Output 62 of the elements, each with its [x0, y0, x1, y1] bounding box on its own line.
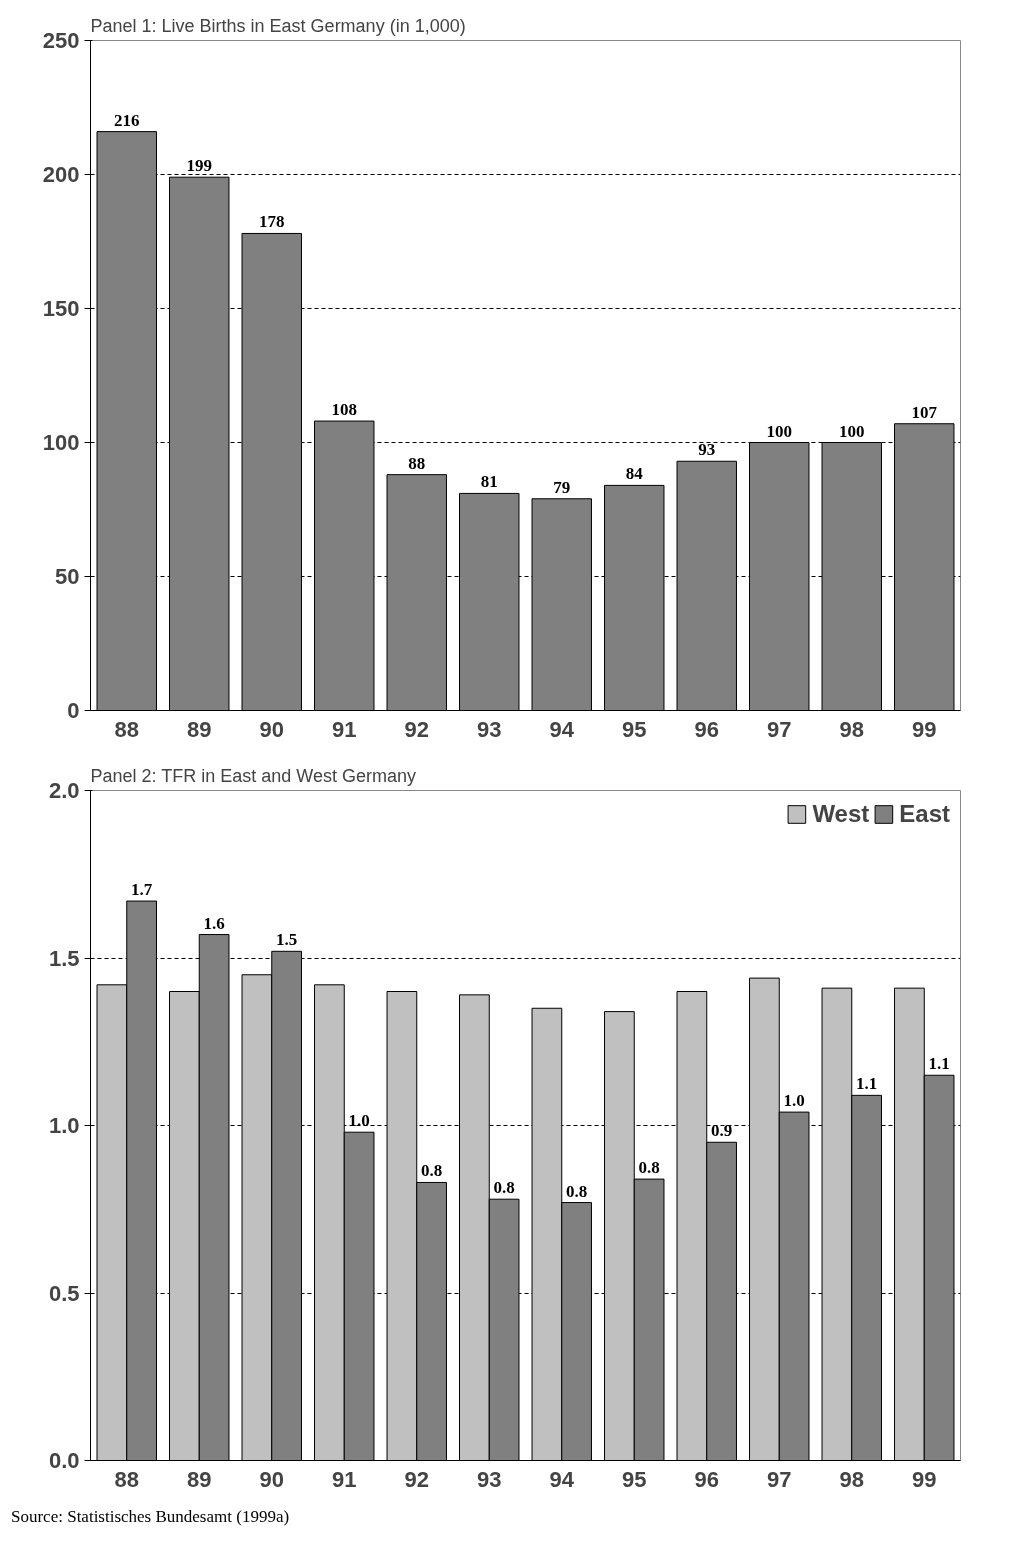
x-tick-label: 91	[332, 716, 357, 742]
data-label: 1.6	[203, 913, 225, 933]
y-tick-label: 1.5	[48, 945, 80, 971]
y-tick-label: 2.0	[48, 778, 80, 803]
data-label: 1.1	[928, 1054, 950, 1074]
y-tick-label: 250	[42, 28, 80, 53]
data-label: 93	[698, 440, 716, 460]
x-tick-label: 96	[694, 716, 719, 742]
legend-label: West	[812, 800, 870, 828]
x-tick-label: 88	[114, 716, 139, 742]
y-tick-label: 150	[42, 296, 80, 321]
legend-label: East	[899, 800, 950, 828]
data-label: 1.1	[855, 1074, 878, 1094]
data-label: 100	[766, 421, 792, 441]
x-tick-label: 97	[767, 1466, 792, 1492]
data-label: 88	[408, 453, 426, 473]
data-label: 100	[839, 421, 865, 441]
x-tick-label: 91	[332, 1466, 357, 1492]
data-label: 0.8	[565, 1181, 588, 1201]
data-label: 216	[114, 110, 140, 130]
data-label: 108	[331, 400, 357, 420]
source-note: Source: Statistisches Bundesamt (1999a)	[11, 1506, 290, 1528]
data-label: 1.7	[130, 880, 153, 900]
x-tick-label: 95	[622, 716, 647, 742]
y-tick-label: 0.0	[48, 1448, 80, 1473]
x-tick-label: 92	[404, 1466, 429, 1492]
data-label: 0.8	[420, 1161, 443, 1181]
y-tick-label: 1.0	[48, 1113, 80, 1138]
x-tick-label: 98	[839, 1466, 864, 1492]
data-label: 199	[186, 156, 212, 176]
x-tick-label: 98	[839, 716, 864, 742]
x-tick-label: 93	[477, 1466, 502, 1492]
x-tick-label: 95	[622, 1466, 647, 1492]
y-tick-label: 0	[67, 698, 80, 723]
x-tick-label: 92	[404, 716, 429, 742]
chart-title: Panel 2: TFR in East and West Germany	[90, 765, 416, 786]
data-label: 84	[625, 464, 644, 484]
x-tick-label: 94	[549, 1466, 575, 1492]
data-label: 107	[911, 402, 938, 422]
data-label: 178	[259, 212, 285, 232]
data-label: 79	[553, 477, 571, 497]
x-tick-label: 89	[187, 1466, 212, 1492]
data-label: 81	[480, 472, 498, 492]
x-tick-label: 97	[767, 716, 792, 742]
data-label: 0.8	[493, 1178, 515, 1198]
chart-title: Panel 1: Live Births in East Germany (in 1,000)	[90, 15, 466, 36]
y-tick-label: 50	[55, 564, 80, 589]
data-label: 0.8	[638, 1158, 660, 1178]
x-tick-label: 89	[187, 716, 212, 742]
x-tick-label: 90	[259, 1466, 284, 1492]
y-tick-label: 0.5	[48, 1280, 80, 1306]
y-tick-label: 100	[42, 430, 80, 455]
data-label: 1.5	[275, 930, 298, 950]
data-label: 1.0	[783, 1091, 805, 1111]
x-tick-label: 99	[912, 1466, 937, 1492]
y-tick-label: 200	[42, 162, 80, 187]
x-tick-label: 99	[912, 716, 937, 742]
x-tick-label: 96	[694, 1466, 719, 1492]
x-tick-label: 93	[477, 716, 502, 742]
x-tick-label: 94	[549, 716, 575, 742]
x-tick-label: 90	[259, 716, 284, 742]
x-tick-label: 88	[114, 1466, 139, 1492]
